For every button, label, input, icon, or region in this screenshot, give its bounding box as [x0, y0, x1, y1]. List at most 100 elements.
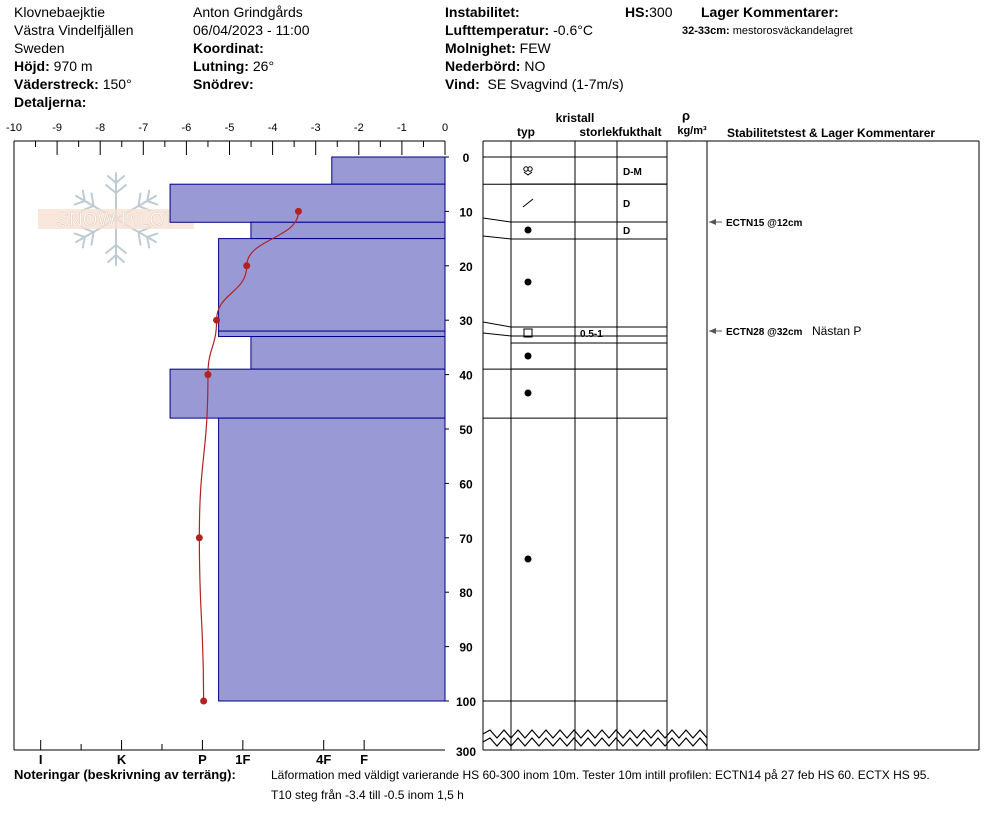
grain-decomposing-icon-1 [522, 198, 534, 208]
drift-row: Snödrev: [193, 75, 254, 93]
temperature-point-5 [200, 697, 208, 705]
temperature-point-3 [204, 371, 212, 379]
temp-tick-label-10: 0 [442, 122, 448, 134]
observer-name: Anton Grindgårds [193, 4, 303, 20]
air-temp-label: Lufttemperatur: [445, 22, 550, 38]
aspect-row: Väderstreck: 150° [14, 75, 132, 93]
col-header-crystal: kristall [556, 111, 595, 125]
elevation-label: Höjd: [14, 58, 50, 74]
notes-label: Noteringar (beskrivning av terräng): [14, 767, 236, 782]
layer-table-panel: kristall typ storlek fukthalt ρ kg/m³ Stabilit… [482, 108, 980, 751]
depth-tick-label-0: 0 [463, 151, 470, 165]
hardness-bar-4 [218, 330, 446, 338]
notes-line-1: Läformation med väldigt varierande HS 60… [271, 768, 930, 782]
slope-row: Lutning: 26° [193, 57, 274, 75]
hs-row: HS:300 [625, 3, 672, 21]
location-name: Klovnebaejktie [14, 4, 106, 20]
instability-row: Instabilitet: [445, 3, 520, 21]
hardness-label-1: K [117, 752, 127, 767]
depth-tick-label-3: 30 [459, 314, 473, 328]
temp-tick-label-7: -3 [311, 122, 321, 134]
hardness-label-4: 4F [316, 752, 331, 767]
col-header-type: typ [517, 125, 535, 139]
hardness-label-3: 1F [235, 752, 250, 767]
temp-tick-label-4: -6 [182, 122, 192, 134]
temp-tick-label-0: -10 [6, 122, 22, 134]
stability-test-comment-1: Nästan P [812, 324, 861, 338]
clouds-row: Molnighet: FEW [445, 39, 551, 57]
temp-tick-label-8: -2 [354, 122, 364, 134]
grain-round-icon-6 [524, 389, 532, 397]
notes-line-2: T10 steg från -3.4 till -0.5 inom 1,5 h [271, 788, 464, 802]
layer-comments-title: Lager Kommentarer: [701, 3, 839, 21]
layer-comments-label: Lager Kommentarer: [701, 4, 839, 20]
stability-test-label-0: ECTN15 @12cm [726, 218, 803, 229]
depth-tick-label-5: 50 [459, 423, 473, 437]
snowpilot-watermark: SNOW PILOT [38, 172, 194, 266]
depth-bottom-label: 300 [456, 745, 476, 759]
grain-round-icon-3 [524, 278, 532, 286]
region-name: Västra Vindelfjällen [14, 22, 134, 38]
grain-facet-icon-4 [523, 328, 533, 338]
temp-tick-label-3: -7 [138, 122, 148, 134]
details-label: Detaljerna: [14, 94, 87, 110]
precip-row: Nederbörd: NO [445, 57, 545, 75]
size-label-0: 0.5-1 [580, 329, 603, 340]
hardness-bar-7 [218, 417, 446, 702]
layer-connector-2 [482, 217, 512, 223]
layer-comment-text: mestorosväckandelagret [732, 25, 853, 37]
zigzag-break-lower [482, 737, 708, 747]
hardness-label-0: I [39, 752, 43, 767]
instability-label: Instabilitet: [445, 4, 520, 20]
col-header-moisture: fukthalt [618, 125, 661, 139]
drift-label: Snödrev: [193, 76, 254, 92]
grain-round-icon-5 [524, 352, 532, 360]
moisture-label-2: D [623, 226, 630, 237]
depth-tick-label-7: 70 [459, 532, 473, 546]
temperature-line [198, 211, 300, 702]
depth-tick-label-6: 60 [459, 477, 473, 491]
hardness-label-2: P [198, 752, 207, 767]
depth-tick-label-4: 40 [459, 369, 473, 383]
hs-label: HS: [625, 4, 650, 20]
aspect-label: Väderstreck: [14, 76, 99, 92]
clouds-label: Molnighet: [445, 40, 516, 56]
depth-tick-label-1: 10 [459, 205, 473, 219]
layer-comment-depth: 32-33cm: [682, 25, 730, 37]
slope-label: Lutning: [193, 58, 249, 74]
stability-test-label-1: ECTN28 @32cm [726, 327, 803, 338]
hardness-bar-5 [250, 336, 446, 370]
country-name: Sweden [14, 40, 65, 56]
air-temp-value: -0.6°C [553, 22, 593, 38]
grain-mixed-part-b-0 [527, 166, 533, 172]
hardness-bar-3 [218, 238, 446, 332]
slope-value: 26° [252, 58, 275, 74]
wind-label: Vind: [445, 76, 480, 92]
col-header-size: storlek [579, 125, 619, 139]
layer-comment-row: 32-33cm: mestorosväckandelagret [682, 22, 853, 40]
stability-arrow-head-0 [709, 219, 716, 225]
precip-value: NO [524, 58, 546, 74]
hardness-bar-1 [169, 183, 446, 223]
precip-label: Nederbörd: [445, 58, 521, 74]
hs-value: 300 [649, 4, 673, 20]
details-row: Detaljerna: [14, 93, 86, 111]
depth-tick-label-2: 20 [459, 260, 473, 274]
col-header-density-unit: kg/m³ [677, 125, 707, 137]
hardness-label-5: F [360, 752, 368, 767]
temp-tick-label-9: -1 [397, 122, 407, 134]
coordinate-row: Koordinat: [193, 39, 264, 57]
stability-arrow-head-1 [709, 328, 716, 334]
depth-tick-label-8: 80 [459, 586, 473, 600]
coordinate-label: Koordinat: [193, 40, 264, 56]
clouds-value: FEW [519, 40, 551, 56]
hardness-temperature-panel: -10 -9 -8 -7 -6 -5 -4 -3 -2 -1 0010203040506070809… [6, 122, 476, 767]
moisture-label-1: D [623, 199, 630, 210]
layer-connector-5 [482, 332, 512, 337]
temp-tick-label-2: -8 [95, 122, 105, 134]
temperature-point-1 [243, 262, 251, 270]
temp-tick-label-1: -9 [52, 122, 62, 134]
depth-tick-label-10: 100 [456, 695, 476, 709]
wind-row: Vind: SE Svagvind (1-7m/s) [445, 75, 624, 93]
